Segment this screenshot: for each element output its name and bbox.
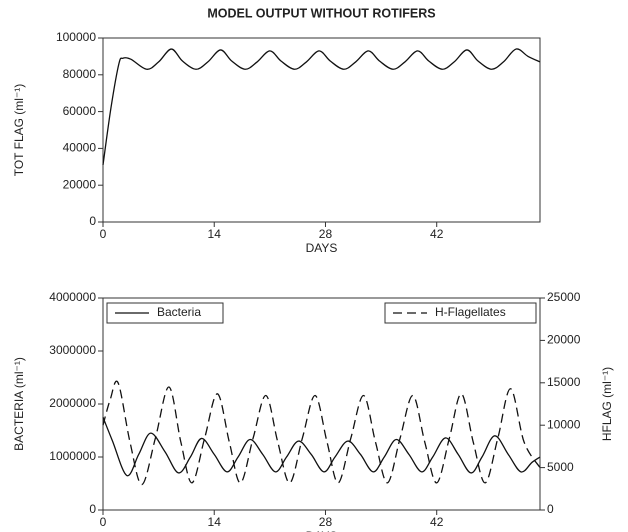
legend-box [106, 302, 224, 324]
y2-tick-label: 20000 [547, 333, 581, 347]
x-tick-label: 14 [208, 227, 222, 241]
x-tick-label: 42 [430, 227, 444, 241]
chart-title: MODEL OUTPUT WITHOUT ROTIFERS [207, 6, 435, 20]
y-tick-label: 0 [89, 214, 96, 228]
y2-tick-label: 5000 [547, 460, 574, 474]
y-tick-label: 2000000 [49, 396, 96, 410]
y-tick-label: 80000 [63, 67, 97, 81]
legend: Bacteria [106, 302, 224, 324]
data-line [102, 48, 541, 166]
plot-frame [102, 37, 541, 223]
y-tick-label: 1000000 [49, 449, 96, 463]
y-tick-label: 60000 [63, 104, 97, 118]
y2-tick-label: 10000 [547, 417, 581, 431]
plot-frame [102, 297, 541, 511]
y-tick-label: 0 [89, 502, 96, 516]
y-axis-label: BACTERIA (ml⁻¹) [12, 357, 26, 451]
x-tick-label: 42 [430, 515, 444, 529]
x-tick-label: 28 [319, 227, 333, 241]
y-tick-label: 40000 [63, 141, 97, 155]
legend-label: Bacteria [157, 305, 201, 319]
y-axis-label: TOT FLAG (ml⁻¹) [12, 84, 26, 177]
x-tick-label: 0 [100, 515, 107, 529]
y2-tick-label: 15000 [547, 375, 581, 389]
x-axis-label: DAYS [306, 241, 338, 255]
y-tick-label: 20000 [63, 177, 97, 191]
y2-tick-label: 25000 [547, 290, 581, 304]
legend-label: H-Flagellates [435, 305, 506, 319]
y2-axis-label: HFLAG (ml⁻¹) [600, 367, 614, 441]
x-tick-label: 28 [319, 515, 333, 529]
y-tick-label: 4000000 [49, 290, 96, 304]
data-line [102, 380, 541, 486]
legend: H-Flagellates [384, 302, 537, 324]
legend-box [384, 302, 537, 324]
x-axis-label: DAYS [306, 529, 338, 532]
y2-tick-label: 0 [547, 502, 554, 516]
data-line [102, 417, 541, 477]
y-tick-label: 3000000 [49, 343, 96, 357]
y-tick-label: 100000 [56, 30, 96, 44]
x-tick-label: 14 [208, 515, 222, 529]
x-tick-label: 0 [100, 227, 107, 241]
